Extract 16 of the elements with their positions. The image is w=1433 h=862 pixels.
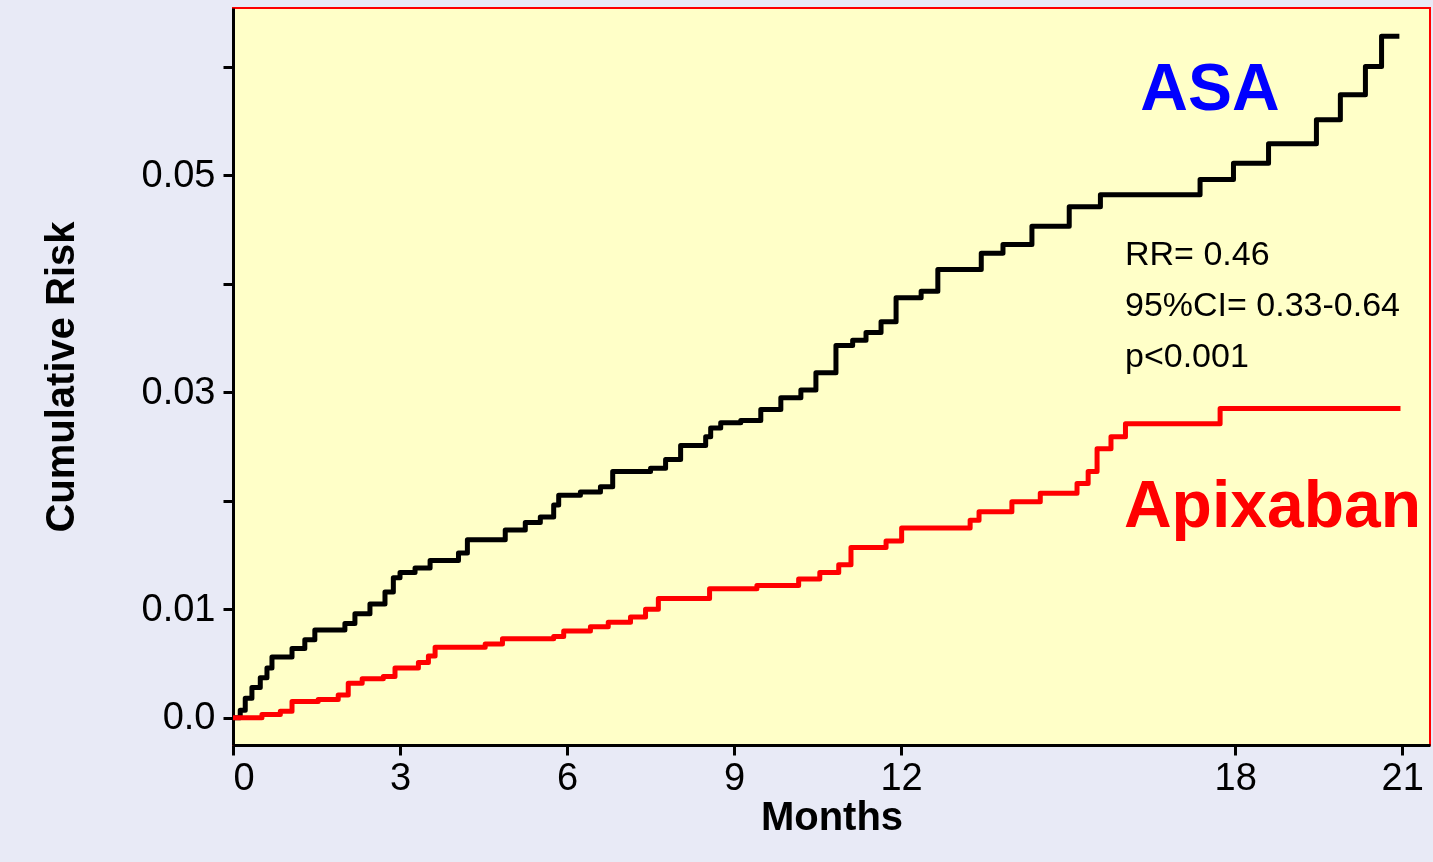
x-tick-label: 21 bbox=[1381, 755, 1424, 798]
annotation: p<0.001 bbox=[1125, 336, 1249, 374]
series-label: Apixaban bbox=[1123, 467, 1421, 541]
y-tick-label: 0.05 bbox=[141, 152, 216, 195]
annotation: RR= 0.46 bbox=[1125, 234, 1270, 272]
x-tick-label: 9 bbox=[724, 755, 746, 798]
series-label: ASA bbox=[1140, 50, 1280, 124]
x-tick-label: 0 bbox=[233, 755, 255, 798]
x-tick-label: 3 bbox=[389, 755, 412, 798]
y-tick-label: 0.0 bbox=[162, 695, 216, 738]
y-tick-label: 0.01 bbox=[141, 586, 216, 629]
annotation: 95%CI= 0.33-0.64 bbox=[1125, 285, 1401, 323]
x-tick-label: 6 bbox=[556, 755, 579, 798]
y-axis-title: Cumulative Risk bbox=[37, 220, 82, 533]
y-tick-label: 0.03 bbox=[141, 369, 216, 412]
x-tick-label: 18 bbox=[1214, 755, 1257, 798]
